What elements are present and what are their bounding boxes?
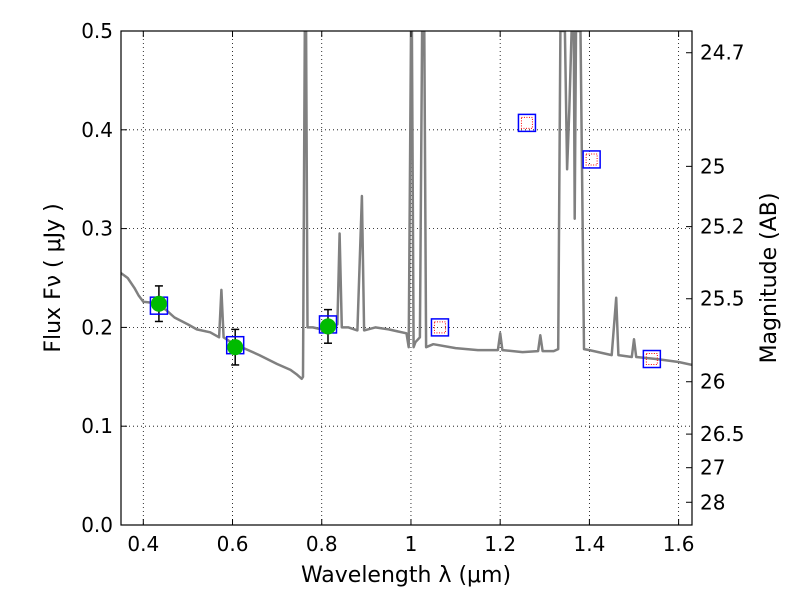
plot-frame	[120, 30, 693, 526]
x-tick-label: 1	[405, 532, 418, 556]
y-tick-label: 0.3	[81, 217, 113, 241]
y2-tick-label: 25.2	[700, 215, 745, 239]
y-tick-label: 0.2	[81, 315, 113, 339]
y2-tick-label: 25.5	[700, 287, 745, 311]
x-tick-label: 0.8	[306, 532, 338, 556]
x-tick-label: 1.6	[663, 532, 695, 556]
x-tick-label: 1.4	[573, 532, 605, 556]
y2-tick-label: 26.5	[700, 422, 745, 446]
y-axis-label: Flux Fν ( μJy )	[41, 203, 66, 352]
y2-tick-label: 26	[700, 370, 725, 394]
model-photometry-square	[582, 150, 601, 169]
upper-limit-square	[433, 321, 446, 334]
x-tick-label: 1.2	[484, 532, 516, 556]
upper-limit-square	[520, 116, 533, 129]
y2-tick-label: 27	[700, 456, 725, 480]
y-tick-label: 0.0	[81, 513, 113, 537]
observed-photometry-point	[150, 295, 167, 312]
y-tick-label: 0.1	[81, 414, 113, 438]
upper-limit-square	[645, 353, 658, 366]
upper-limit-square	[585, 153, 598, 166]
y2-axis-label: Magnitude (AB)	[757, 193, 782, 364]
observed-photometry-point	[227, 339, 244, 356]
model-photometry-square	[430, 318, 450, 337]
y2-tick-label: 25	[700, 154, 725, 178]
x-tick-label: 0.4	[127, 532, 159, 556]
y-tick-label: 0.5	[81, 19, 113, 43]
axis-ticks: 0.4 0.6 0.8 1 1.2 1.4 1.6 0.0 0.1 0.2 0.3 0.4 0.5 24.…	[81, 19, 744, 556]
y-tick-label: 0.4	[81, 118, 113, 142]
observed-photometry-point	[319, 318, 336, 335]
model-photometry-square	[642, 349, 662, 369]
photometry-layer	[149, 113, 662, 369]
spectrum-line	[121, 31, 692, 381]
model-photometry-square	[517, 113, 537, 133]
spectrum-layer	[121, 31, 692, 381]
x-tick-label: 0.6	[217, 532, 249, 556]
y2-tick-label: 24.7	[700, 41, 745, 65]
y2-tick-label: 28	[700, 490, 725, 514]
x-axis-label: Wavelength λ (μm)	[301, 563, 511, 588]
grid-lines	[121, 30, 692, 526]
